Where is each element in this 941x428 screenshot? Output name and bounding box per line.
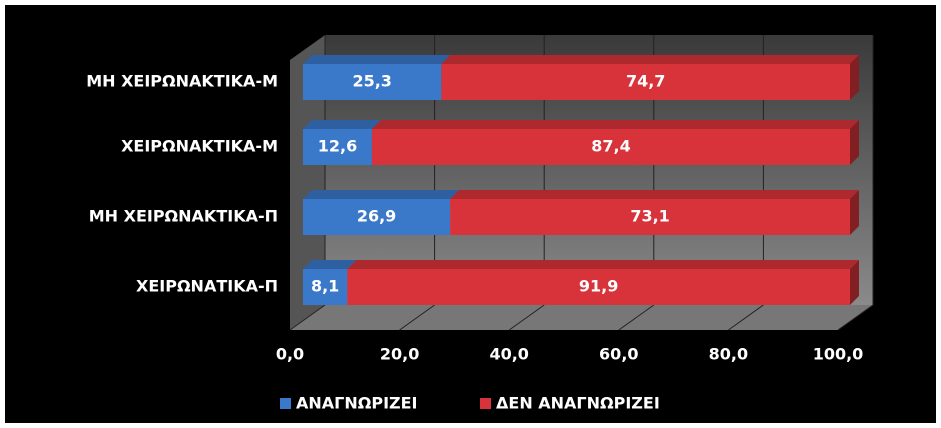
legend-label: ΑΝΑΓΝΩΡΙΖΕΙ bbox=[296, 394, 418, 413]
bar bbox=[450, 199, 850, 235]
bar-side bbox=[850, 55, 859, 100]
bar bbox=[303, 64, 442, 100]
bar-segment bbox=[303, 190, 460, 235]
back-wall bbox=[325, 35, 873, 305]
bar bbox=[441, 64, 850, 100]
x-tick-label: 60,0 bbox=[599, 345, 638, 364]
legend-label: ΔΕΝ ΑΝΑΓΝΩΡΙΖΕΙ bbox=[496, 394, 660, 413]
bar-top bbox=[303, 55, 451, 64]
bar-segment bbox=[303, 260, 357, 305]
value-label: 91,9 bbox=[579, 277, 618, 296]
y-tick-label: ΜΗ ΧΕΙΡΩΝΑΚΤΙΚΑ-Μ bbox=[86, 72, 278, 91]
bar-top bbox=[303, 260, 357, 269]
value-label: 73,1 bbox=[630, 207, 669, 226]
bar bbox=[303, 199, 451, 235]
value-label: 87,4 bbox=[591, 137, 630, 156]
value-label: 8,1 bbox=[311, 277, 339, 296]
bar-segment bbox=[303, 120, 381, 165]
bar-top bbox=[450, 190, 859, 199]
floor-grid-line bbox=[618, 304, 655, 331]
x-tick-label: 0,0 bbox=[276, 345, 304, 364]
value-label: 26,9 bbox=[357, 207, 396, 226]
bar bbox=[303, 269, 348, 305]
y-tick-label: ΧΕΙΡΩΝΑΚΤΙΚΑ-Μ bbox=[121, 137, 278, 156]
bar-top bbox=[303, 120, 381, 129]
bar-top bbox=[441, 55, 859, 64]
value-label: 12,6 bbox=[318, 137, 357, 156]
bar-side bbox=[850, 120, 859, 165]
side-wall bbox=[290, 35, 325, 330]
y-tick-label: ΜΗ ΧΕΙΡΩΝΑΚΤΙΚΑ-Π bbox=[89, 207, 278, 226]
bar-segment bbox=[441, 55, 859, 100]
value-label: 74,7 bbox=[626, 72, 665, 91]
floor-grid-line bbox=[289, 304, 326, 331]
bar-side bbox=[850, 190, 859, 235]
bar bbox=[371, 129, 850, 165]
x-tick-label: 20,0 bbox=[380, 345, 419, 364]
floor-grid-line bbox=[399, 304, 435, 331]
bar-side bbox=[850, 260, 859, 305]
bar bbox=[303, 129, 372, 165]
bar-top bbox=[371, 120, 859, 129]
value-label: 25,3 bbox=[352, 72, 391, 91]
legend-swatch bbox=[480, 398, 491, 409]
y-tick-label: ΧΕΙΡΩΝΑΤΙΚΑ-Π bbox=[136, 277, 278, 296]
floor-grid-line bbox=[837, 304, 874, 331]
x-tick-label: 80,0 bbox=[709, 345, 748, 364]
bar bbox=[347, 269, 850, 305]
x-tick-label: 40,0 bbox=[489, 345, 528, 364]
floor bbox=[290, 305, 873, 330]
x-tick-label: 100,0 bbox=[813, 345, 864, 364]
bar-top bbox=[303, 190, 460, 199]
floor-grid-line bbox=[508, 304, 545, 331]
bar-segment bbox=[347, 260, 859, 305]
bar-top bbox=[347, 260, 859, 269]
floor-grid-line bbox=[728, 304, 764, 331]
bar-segment bbox=[303, 55, 451, 100]
legend-swatch bbox=[280, 398, 291, 409]
bar-segment bbox=[371, 120, 859, 165]
bar-segment bbox=[450, 190, 859, 235]
